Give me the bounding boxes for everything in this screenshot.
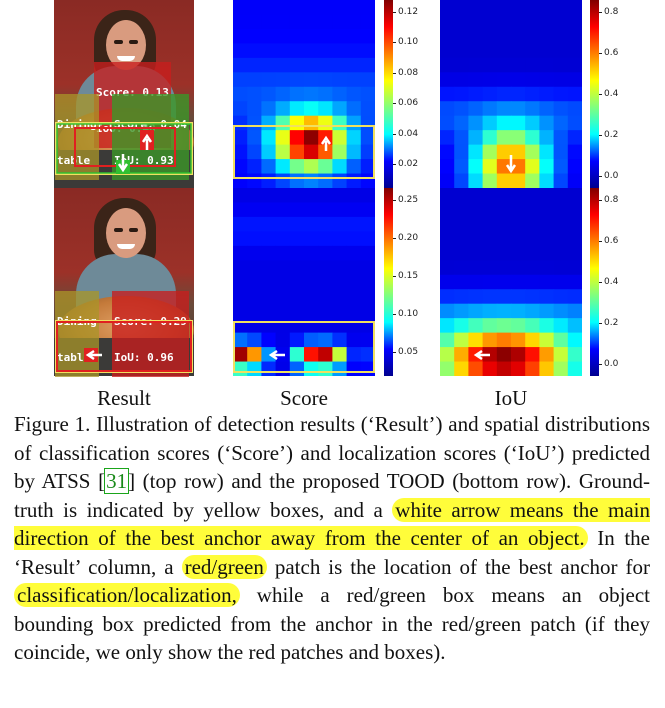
iou-bottom-tickmark — [599, 241, 602, 242]
iou-bottom-tickmark — [599, 282, 602, 283]
iou-top-arrow-icon — [505, 155, 517, 174]
score-colorbar-top — [384, 0, 393, 188]
score-bottom-tick-label: 0.20 — [398, 233, 419, 243]
score-bottom-tickmark — [393, 276, 396, 277]
bottom-gt-box — [55, 320, 193, 373]
iou-colorbar-top — [590, 0, 599, 188]
iou-top-tickmark — [599, 176, 602, 177]
score-bottom-tickmark — [393, 352, 396, 353]
score-top-tickmark — [393, 42, 396, 44]
top-green-arrow-icon — [117, 154, 129, 173]
iou-top-tick-label: 0.6 — [604, 48, 619, 58]
iou-bottom-arrow-icon — [473, 349, 490, 361]
iou-heatmap-top — [440, 0, 583, 189]
score-top-tick-label: 0.06 — [398, 98, 419, 109]
score-top-tick-label: 0.10 — [398, 37, 419, 48]
bottom-yellow-table: table — [57, 351, 91, 364]
top-yellow-table: table — [57, 154, 91, 167]
iou-top-tickmark — [599, 12, 602, 13]
score-bottom-tick-label: 0.05 — [398, 347, 419, 357]
iou-top-tick-label: 0.2 — [604, 130, 619, 140]
figure-caption: Figure 1. Illustration of detection resu… — [14, 412, 650, 664]
score-bottom-overlay — [233, 321, 375, 373]
iou-colorbar-bottom — [590, 188, 599, 376]
score-bottom-arrow-icon — [268, 349, 285, 361]
iou-bottom-tickmark — [599, 364, 602, 365]
bottom-result-overlay — [55, 320, 193, 373]
caption-part-5: while a red/green box means an object bo… — [14, 583, 650, 664]
iou-bottom-overlay — [473, 349, 490, 361]
score-top-arrow-icon — [320, 135, 332, 151]
iou-top-tick-label: 0.0 — [604, 171, 619, 181]
score-top-tick-label: 0.12 — [398, 7, 419, 17]
score-top-tickmark — [393, 103, 396, 105]
iou-top-overlay — [505, 155, 517, 174]
score-bottom-tick-label: 0.15 — [398, 271, 419, 281]
iou-bottom-tick-label: 0.6 — [604, 236, 619, 246]
iou-top-tick-label: 0.4 — [604, 89, 619, 99]
highlight-classification-localization: classification/localization, — [14, 583, 240, 607]
score-top-tickmark — [393, 133, 396, 135]
iou-bottom-tick-label: 0.2 — [604, 318, 619, 328]
iou-bottom-tickmark — [599, 200, 602, 201]
caption-part-2: (top row) and the proposed TOOD (bottom … — [14, 469, 650, 522]
iou-bottom-tick-label: 0.8 — [604, 195, 619, 205]
highlight-red-green: red/green — [181, 554, 267, 579]
score-top-tickmark — [393, 72, 396, 74]
iou-bottom-tickmark — [599, 323, 602, 324]
caption-part-1: Figure 1. Illustration of detection resu… — [14, 412, 650, 493]
score-top-tickmark — [393, 164, 396, 165]
top-result-overlay — [55, 122, 193, 175]
citation-link[interactable]: 31 — [104, 468, 130, 494]
score-top-tick-label: 0.04 — [398, 128, 419, 139]
bottom-yellow-label: Dining table — [55, 291, 99, 377]
score-bottom-tickmark — [393, 314, 396, 315]
score-top-tick-label: 0.08 — [398, 67, 419, 78]
score-colorbar-bottom — [384, 188, 393, 376]
iou-top-tickmark — [599, 53, 602, 54]
bottom-red-box — [56, 321, 192, 372]
score-bottom-tick-label: 0.25 — [398, 195, 419, 205]
score-top-tickmark — [393, 12, 396, 13]
iou-bottom-tick-label: 0.4 — [604, 277, 619, 287]
top-red-arrow-icon — [141, 133, 153, 150]
bottom-red-iou: IoU: 0.96 — [114, 351, 174, 364]
score-bottom-tick-label: 0.10 — [398, 309, 419, 319]
bottom-red-arrow-icon — [85, 349, 102, 361]
bottom-red-label: Score: 0.29 IoU: 0.96 — [112, 291, 189, 377]
caption-part-3: In the ‘Result’ column, a — [14, 526, 650, 579]
score-top-tick-label: 0.02 — [398, 159, 419, 169]
caption-part-4: patch is the location of the best anchor… — [266, 554, 650, 579]
column-label-iou: IoU — [494, 386, 528, 410]
column-label-result: Result — [97, 386, 151, 410]
iou-top-tickmark — [599, 94, 602, 95]
score-bottom-tickmark — [393, 200, 396, 201]
score-top-overlay — [233, 125, 375, 179]
score-bottom-tickmark — [393, 238, 396, 239]
iou-heatmap-bottom — [440, 188, 583, 377]
column-label-score: Score — [280, 386, 328, 410]
iou-top-tick-label: 0.8 — [604, 7, 619, 17]
iou-top-tickmark — [599, 135, 602, 136]
iou-bottom-tick-label: 0.0 — [604, 359, 619, 369]
